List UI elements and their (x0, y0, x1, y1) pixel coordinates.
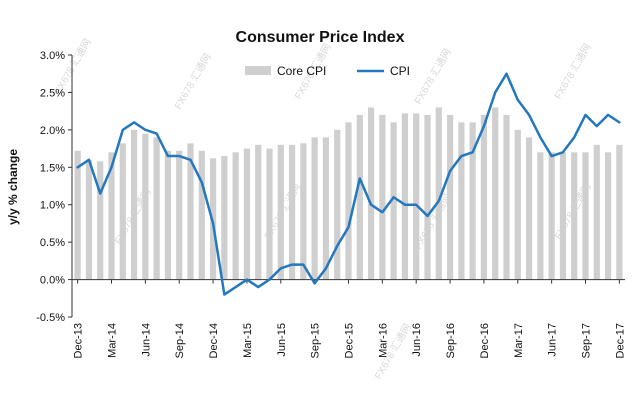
core-cpi-bar (480, 114, 488, 280)
y-tick-label: 1.5% (40, 162, 65, 174)
y-tick-label: -0.5% (36, 312, 65, 324)
core-cpi-bar (300, 143, 307, 280)
x-tick-label: Mar-14 (107, 323, 119, 358)
core-cpi-bar (97, 161, 104, 280)
axes: -0.5% 0.0% 0.5% 1.0% 1.5% 2.0% 2.5% 3.0% Dec-13 M… (36, 50, 626, 358)
y-tick-label: 0.5% (40, 237, 65, 249)
core-cpi-bar (446, 114, 454, 280)
core-cpi-bar (604, 152, 612, 280)
core-cpi-bar (74, 150, 81, 280)
legend: Core CPI CPI (245, 64, 410, 78)
x-tick-label: Sep-17 (581, 323, 593, 358)
core-cpi-bar (142, 133, 149, 280)
core-cpi-bar (153, 137, 160, 280)
y-tick-label: 2.5% (40, 87, 65, 99)
legend-cpi-label: CPI (390, 64, 410, 78)
core-cpi-bar (582, 152, 589, 280)
core-cpi-bar (390, 122, 397, 280)
core-cpi-bar (593, 144, 600, 280)
core-cpi-bar (514, 129, 521, 280)
core-cpi-bar (424, 114, 431, 280)
y-tick-label: 3.0% (40, 50, 65, 62)
x-tick-label: Dec-16 (479, 323, 491, 358)
cpi-line (76, 72, 621, 296)
core-cpi-bar (266, 148, 273, 280)
x-tick-label: Sep-15 (310, 323, 322, 358)
core-cpi-bar (130, 129, 138, 280)
core-cpi-bar (255, 144, 262, 280)
core-cpi-bar (232, 152, 239, 280)
core-cpi-bar (243, 148, 251, 280)
core-cpi-bar (616, 144, 623, 280)
x-tick-label: Dec-17 (614, 323, 626, 358)
core-cpi-bar (108, 152, 115, 280)
core-cpi-bar (548, 152, 555, 280)
core-cpi-bar (401, 113, 409, 280)
core-cpi-bar (469, 122, 476, 280)
core-cpi-bar (367, 107, 375, 280)
legend-core-cpi-label: Core CPI (277, 64, 326, 78)
x-tick-label: Dec-13 (73, 323, 85, 358)
y-tick-label: 1.0% (40, 200, 65, 212)
x-tick-label: Dec-14 (208, 323, 220, 358)
x-tick-label: Jun-14 (140, 323, 152, 357)
y-axis-label: y/y % change (6, 149, 20, 225)
x-tick-label: Jun-16 (411, 323, 423, 357)
core-cpi-bar (379, 114, 386, 280)
x-tick-label: Jun-17 (547, 323, 559, 357)
legend-core-cpi-swatch (245, 66, 271, 75)
core-cpi-bar (458, 122, 465, 280)
core-cpi-bar (571, 152, 578, 280)
x-tick-label: Mar-16 (377, 323, 389, 358)
core-cpi-bar (221, 156, 228, 280)
core-cpi-bar (311, 137, 318, 280)
core-cpi-bar (345, 122, 352, 280)
y-tick-label: 2.0% (40, 125, 65, 137)
core-cpi-bars (74, 107, 623, 280)
core-cpi-bar (277, 144, 284, 280)
chart-title: Consumer Price Index (236, 29, 405, 46)
core-cpi-bar (503, 114, 510, 280)
core-cpi-bar (85, 159, 93, 280)
core-cpi-bar (525, 137, 533, 280)
x-tick-label: Mar-15 (242, 323, 254, 358)
core-cpi-bar (119, 143, 126, 280)
core-cpi-bar (288, 144, 296, 280)
core-cpi-bar (413, 113, 420, 280)
x-tick-label: Mar-17 (513, 323, 525, 358)
x-tick-label: Dec-15 (344, 323, 356, 358)
core-cpi-bar (198, 150, 205, 280)
core-cpi-bar (322, 137, 330, 280)
core-cpi-bar (537, 152, 544, 280)
core-cpi-bar (334, 129, 341, 280)
core-cpi-bar (164, 150, 172, 280)
y-tick-label: 0.0% (40, 275, 65, 287)
core-cpi-bar (176, 150, 183, 280)
cpi-line-layer (76, 72, 621, 296)
x-tick-label: Sep-14 (174, 323, 186, 358)
core-cpi-bar (435, 107, 442, 280)
core-cpi-bar (492, 107, 499, 280)
core-cpi-bar (187, 143, 194, 280)
x-tick-label: Sep-16 (445, 323, 457, 358)
core-cpi-bar (356, 114, 363, 280)
x-tick-label: Jun-15 (276, 323, 288, 357)
core-cpi-bar (559, 152, 567, 280)
